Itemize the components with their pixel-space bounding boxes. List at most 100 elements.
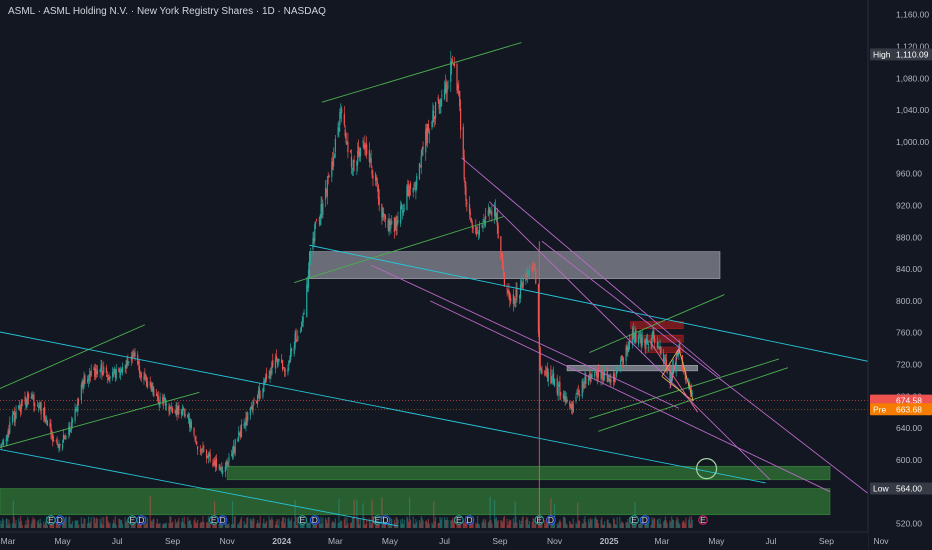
zones-layer <box>0 251 831 516</box>
volume-bar-191 <box>239 521 241 528</box>
volume-bar-537 <box>671 519 674 528</box>
volume-bar-159 <box>199 523 201 528</box>
y-tick-label-9: 880.00 <box>896 232 922 242</box>
volume-bar-101 <box>126 520 128 528</box>
time-axis: Mar May Jul Sep Nov 2024 Mar May Jul Sep Nov 2025 Ma… <box>0 531 889 550</box>
candle-body-341 <box>426 124 429 143</box>
candle-body-294 <box>368 150 370 162</box>
x-tick-label-4: Nov <box>220 536 236 546</box>
candle-body-413 <box>516 289 518 298</box>
candle-body-271 <box>339 111 341 125</box>
volume-bar-246 <box>307 522 310 528</box>
volume-bar-369 <box>462 520 464 528</box>
volume-bar-320 <box>400 523 403 528</box>
volume-bar-103 <box>128 524 130 528</box>
volume-bar-545 <box>682 520 684 528</box>
candle-body-511 <box>639 334 641 337</box>
y-tick-label-2: 600.00 <box>896 455 922 465</box>
candle-body-384 <box>481 226 483 228</box>
candle-body-42 <box>52 433 54 442</box>
candle-body-237 <box>296 340 298 341</box>
volume-bar-523 <box>654 518 656 528</box>
candle-body-3 <box>2 440 5 446</box>
volume-bar-331 <box>414 524 416 528</box>
volume-bar-355 <box>444 519 446 528</box>
candle-body-529 <box>663 353 665 363</box>
candle-body-125 <box>156 394 158 396</box>
candle-body-314 <box>393 217 396 233</box>
candle-body-330 <box>413 184 415 187</box>
volume-bar-89 <box>112 523 114 528</box>
x-tick-label-10: Nov <box>547 536 563 546</box>
volume-bar-184 <box>231 524 233 528</box>
candle-body-212 <box>265 376 267 383</box>
volume-bar-371 <box>464 523 466 528</box>
candle-body-520 <box>651 334 653 347</box>
candle-body-277 <box>346 142 348 144</box>
marker-label-18: E <box>700 515 706 525</box>
volume-bar-275 <box>344 517 346 528</box>
candle-body-411 <box>514 301 516 303</box>
candle-body-51 <box>63 436 65 439</box>
volume-bar-230 <box>288 517 290 528</box>
candle-body-457 <box>571 403 574 410</box>
marker-label-11: D <box>382 515 388 525</box>
volume-bar-434 <box>544 520 546 528</box>
candle-body-316 <box>395 216 397 231</box>
volume-bar-439 <box>550 498 552 528</box>
volume-bar-515 <box>645 522 647 528</box>
volume-bar-126 <box>157 524 159 528</box>
volume-bar-151 <box>188 519 191 528</box>
candle-body-368 <box>460 107 462 131</box>
volume-bar-363 <box>453 517 455 528</box>
candle-body-524 <box>656 341 658 348</box>
candle-body-167 <box>208 455 210 456</box>
candle-body-545 <box>682 368 684 371</box>
candle-body-431 <box>539 347 541 371</box>
volume-bar-74 <box>93 516 95 528</box>
candle-body-296 <box>370 158 372 167</box>
volume-bar-536 <box>671 516 673 528</box>
candle-body-395 <box>494 207 497 218</box>
candle-body-260 <box>325 189 328 193</box>
volume-bar-308 <box>384 522 387 528</box>
candle-body-466 <box>583 385 585 387</box>
candle-body-517 <box>646 340 649 344</box>
volume-bar-60 <box>75 520 77 528</box>
candle-body-22 <box>27 393 29 404</box>
marker-label-5: D <box>138 515 144 525</box>
volume-bar-368 <box>460 523 462 528</box>
candle-body-422 <box>527 271 530 273</box>
volume-bar-236 <box>295 516 297 528</box>
volume-bar-542 <box>678 522 680 528</box>
volume-bar-325 <box>407 518 409 528</box>
volume-bar-483 <box>604 521 606 528</box>
candle-body-15 <box>19 405 21 409</box>
volume-bar-551 <box>689 523 692 528</box>
green-trend-4 <box>294 216 504 284</box>
low-tag-bg <box>870 482 932 495</box>
candle-body-390 <box>488 207 490 214</box>
candle-body-49 <box>61 443 64 449</box>
volume-bar-443 <box>553 503 556 528</box>
volume-bar-198 <box>247 517 249 528</box>
volume-bar-43 <box>53 521 55 528</box>
candle-body-418 <box>522 278 524 287</box>
candle-body-427 <box>534 263 536 268</box>
candle-body-365 <box>457 85 459 89</box>
volume-bar-147 <box>183 516 185 528</box>
volume-bar-544 <box>681 522 684 528</box>
candle-body-510 <box>638 333 641 335</box>
candle-body-126 <box>157 395 159 403</box>
candle-body-488 <box>610 379 612 383</box>
volume-bar-309 <box>387 521 389 528</box>
candle-body-185 <box>231 452 234 457</box>
volume-bar-143 <box>178 517 180 528</box>
candle-body-66 <box>82 381 84 388</box>
volume-bar-521 <box>652 520 654 528</box>
volume-bar-71 <box>88 523 90 528</box>
volume-bar-437 <box>546 518 548 528</box>
candle-body-251 <box>314 224 316 241</box>
candle-body-530 <box>663 359 666 361</box>
